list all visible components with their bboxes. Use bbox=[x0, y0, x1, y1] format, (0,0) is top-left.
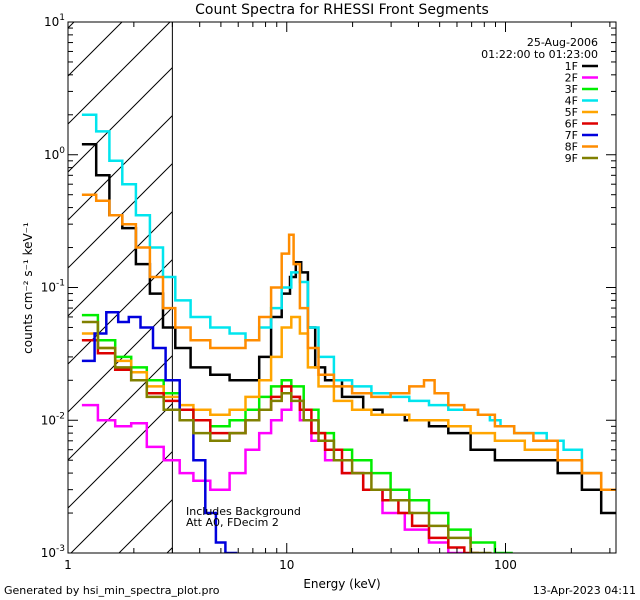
series-4F-line bbox=[81, 113, 600, 475]
series-9F-line bbox=[81, 320, 492, 553]
legend-label-6F: 6F bbox=[565, 118, 578, 131]
y-tick-label: 10-2 bbox=[41, 411, 65, 427]
y-tick-label: 10-1 bbox=[41, 279, 65, 295]
axis-ticks: 1 10 100 10-3 10-2 10-1 100 101 bbox=[41, 13, 616, 572]
y-tick-label: 10-3 bbox=[41, 544, 65, 560]
legend-label-8F: 8F bbox=[565, 141, 578, 154]
y-tick-label: 100 bbox=[44, 146, 65, 162]
legend-label-5F: 5F bbox=[565, 106, 578, 119]
series-1F-line bbox=[81, 142, 616, 515]
shaded-region bbox=[68, 22, 173, 553]
x-axis-label: Energy (keV) bbox=[303, 577, 380, 591]
series-8F-line bbox=[81, 193, 616, 491]
time-range-label: 01:22:00 to 01:23:00 bbox=[481, 48, 598, 61]
date-label: 25-Aug-2006 bbox=[527, 36, 598, 49]
x-tick-label: 1 bbox=[64, 558, 72, 572]
generation-timestamp: 13-Apr-2023 04:11 bbox=[533, 584, 636, 597]
generator-credit: Generated by hsi_min_spectra_plot.pro bbox=[4, 584, 220, 597]
annotation-attenuator: Att A0, FDecim 2 bbox=[186, 516, 279, 529]
series-3F-line bbox=[81, 313, 513, 553]
y-tick-label: 101 bbox=[44, 13, 65, 29]
legend-label-7F: 7F bbox=[565, 129, 578, 142]
legend-label-4F: 4F bbox=[565, 95, 578, 108]
x-tick-label: 100 bbox=[494, 558, 517, 572]
series-6F-line bbox=[81, 339, 479, 553]
legend-label-1F: 1F bbox=[565, 60, 578, 73]
chart-title: Count Spectra for RHESSI Front Segments bbox=[195, 2, 489, 18]
legend-label-3F: 3F bbox=[565, 83, 578, 96]
series-layer bbox=[81, 113, 616, 553]
series-7F-line bbox=[81, 311, 238, 553]
legend-label-2F: 2F bbox=[565, 72, 578, 85]
y-axis-label: counts cm⁻² s⁻¹ keV⁻¹ bbox=[21, 222, 35, 354]
annotation-background: Includes Background bbox=[186, 505, 301, 518]
legend-label-9F: 9F bbox=[565, 152, 578, 165]
x-tick-label: 10 bbox=[279, 558, 294, 572]
